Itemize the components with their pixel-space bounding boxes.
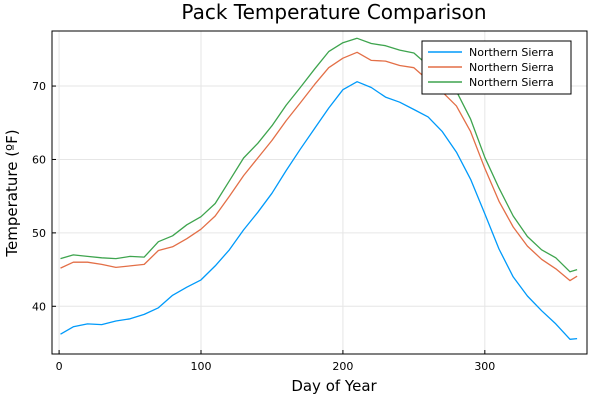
y-tick-label: 60	[32, 153, 46, 166]
plot-frame	[51, 30, 588, 355]
y-tick-label: 70	[32, 80, 46, 93]
y-axis-title: Temperature (ºF)	[3, 129, 21, 257]
axis-ticks: 0 100 200 300 40 50 60 70	[32, 80, 495, 373]
x-tick-label: 0	[56, 360, 63, 373]
x-tick-label: 300	[474, 360, 495, 373]
legend-label: Northern Sierra	[469, 61, 554, 74]
series-line-1	[60, 81, 578, 340]
chart-title: Pack Temperature Comparison	[181, 0, 486, 24]
x-tick-label: 100	[191, 360, 212, 373]
legend: Northern Sierra Northern Sierra Northern S…	[421, 40, 572, 95]
series-lines	[60, 37, 578, 340]
y-tick-label: 40	[32, 300, 46, 313]
series-line-3	[60, 37, 578, 273]
x-tick-label: 200	[332, 360, 353, 373]
legend-label: Northern Sierra	[469, 46, 554, 59]
legend-label: Northern Sierra	[469, 76, 554, 89]
y-tick-label: 50	[32, 227, 46, 240]
x-axis-title: Day of Year	[291, 377, 377, 395]
series-line-2	[60, 51, 578, 282]
